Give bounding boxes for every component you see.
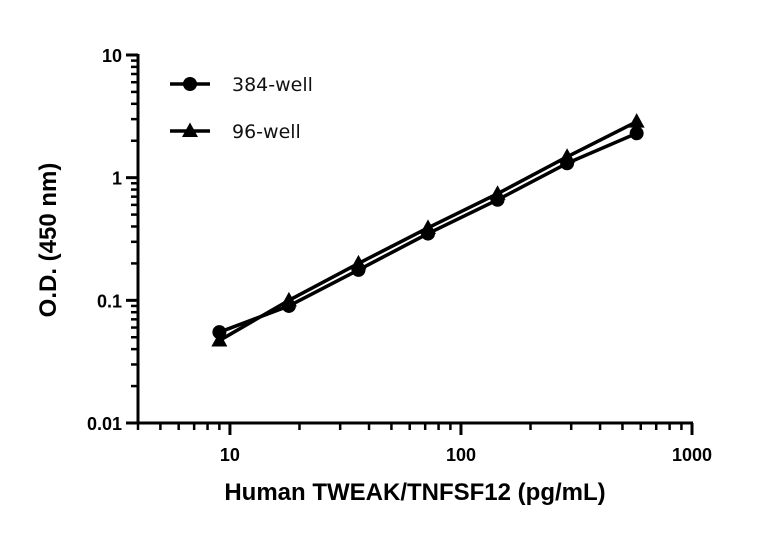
- series-96-well: [211, 113, 645, 347]
- data-point: [211, 332, 228, 347]
- data-point: [280, 291, 297, 307]
- legend-label: 384-well: [232, 74, 313, 96]
- legend-marker-circle-icon: [183, 77, 197, 91]
- legend-item: 96-well: [170, 121, 301, 143]
- legend-label: 96-well: [232, 121, 301, 143]
- data-point: [628, 113, 645, 128]
- x-tick-label: 10: [220, 445, 240, 465]
- y-tick-label: 0.1: [97, 291, 122, 311]
- y-tick-label: 1: [112, 169, 122, 189]
- x-tick-label: 100: [446, 445, 476, 465]
- axes: 10 100 1000 0.01 0.1 1 10: [87, 46, 712, 465]
- data-point: [350, 254, 367, 270]
- data-point: [489, 185, 506, 200]
- x-axis-title: Human TWEAK/TNFSF12 (pg/mL): [224, 479, 605, 506]
- legend-marker-triangle-icon: [182, 122, 198, 137]
- data-point: [420, 219, 437, 234]
- y-tick-label: 10: [102, 46, 122, 66]
- legend: 384-well 96-well: [170, 74, 313, 143]
- y-tick-label: 0.01: [87, 414, 122, 434]
- legend-item: 384-well: [170, 74, 313, 96]
- y-axis-title: O.D. (450 nm): [35, 163, 62, 318]
- data-point: [559, 148, 576, 163]
- series-layer: [211, 113, 645, 347]
- x-tick-label: 1000: [672, 445, 712, 465]
- data-point: [629, 126, 644, 141]
